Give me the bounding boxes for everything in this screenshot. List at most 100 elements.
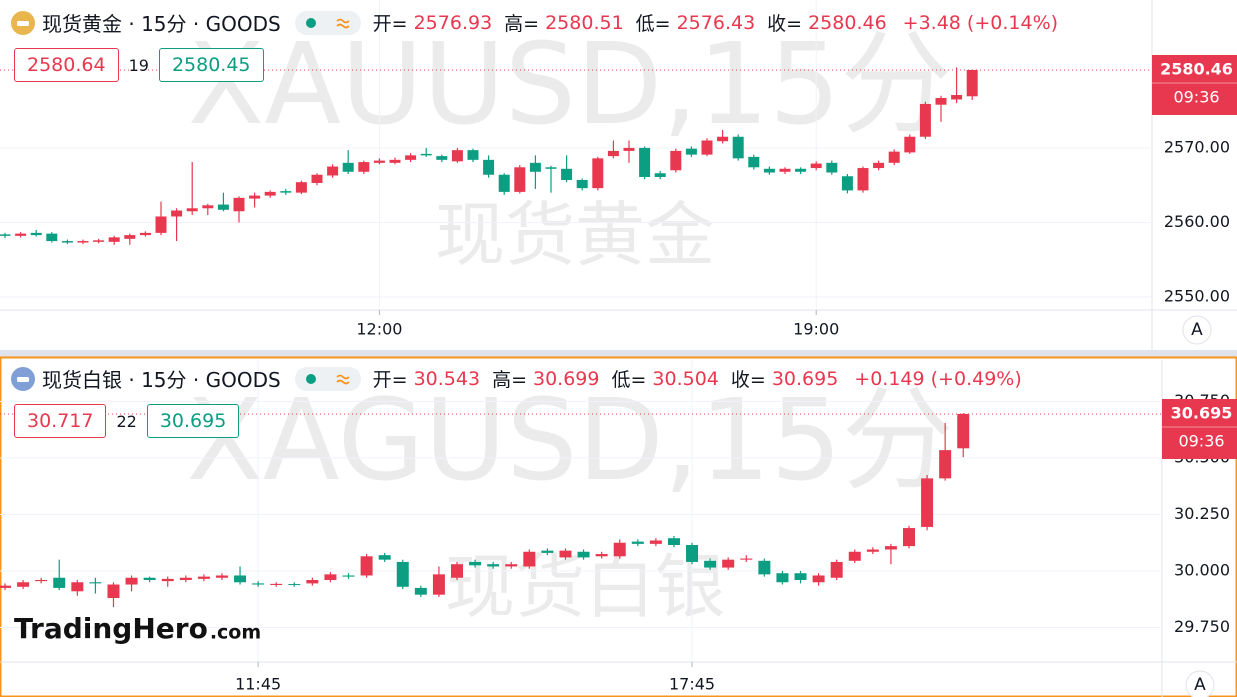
candle-body xyxy=(420,153,432,156)
last-price-label: 30.695 xyxy=(1171,403,1233,422)
candle-body xyxy=(654,173,666,177)
candle-body xyxy=(46,233,58,242)
stat-label: 开= xyxy=(372,13,408,35)
candle-body xyxy=(577,551,590,558)
legend-header: 现货黄金 · 15分 · GOODS 开= 2576.93 高= 2580.51 低= 25… xyxy=(10,8,1058,37)
stat-value: 2576.43 xyxy=(676,11,756,34)
stat-label: 高= xyxy=(492,369,527,391)
watermark-name: 现货白银 xyxy=(445,546,725,628)
buy-price[interactable]: 2580.45 xyxy=(158,48,264,82)
candle-body xyxy=(53,577,66,588)
candle-body xyxy=(921,478,934,527)
candle-body xyxy=(523,551,536,567)
candle-body xyxy=(215,575,228,578)
candle-body xyxy=(722,559,735,568)
stat-value: 30.699 xyxy=(533,367,600,390)
candle-body xyxy=(866,549,879,552)
brand-domain: .com xyxy=(210,622,261,644)
candle-body xyxy=(795,168,807,172)
candle-body xyxy=(360,556,373,576)
candle-body xyxy=(389,159,401,163)
candle-body xyxy=(613,542,626,557)
watermark-symbol: XAUUSD,15分 xyxy=(188,20,953,150)
candle-body xyxy=(748,156,760,168)
candle-body xyxy=(717,136,729,142)
symbol-icon-bar xyxy=(17,20,29,26)
candle-body xyxy=(107,584,120,599)
symbol-icon-bar xyxy=(17,376,29,382)
candle-body xyxy=(888,151,900,163)
candle-body xyxy=(139,232,151,236)
candle-body xyxy=(607,150,619,157)
symbol-title[interactable]: 现货黄金 · 15分 · GOODS xyxy=(42,12,281,36)
scale-button-label: A xyxy=(1191,320,1203,340)
status-icons xyxy=(305,17,350,28)
candle-body xyxy=(595,554,608,557)
candle-body xyxy=(155,216,167,233)
candle-body xyxy=(280,191,292,193)
candle-body xyxy=(966,69,978,97)
last-price-tag xyxy=(1152,54,1237,115)
candle-body xyxy=(306,580,319,584)
candle-body xyxy=(15,233,27,236)
candle-body xyxy=(779,168,791,172)
candle-body xyxy=(670,150,682,171)
candle-body xyxy=(432,574,445,595)
candle-body xyxy=(685,148,697,155)
sell-price[interactable]: 2580.64 xyxy=(14,48,119,82)
last-price-label: 2580.46 xyxy=(1160,59,1233,78)
candle-body xyxy=(358,162,370,172)
x-tick-label: 17:45 xyxy=(669,675,715,694)
candle-body xyxy=(505,564,518,567)
candle-body xyxy=(77,241,89,243)
candle-body xyxy=(763,168,775,173)
symbol-title[interactable]: 现货白银 · 15分 · GOODS xyxy=(42,368,281,392)
x-tick-label: 12:00 xyxy=(356,320,402,339)
candle-body xyxy=(249,195,261,199)
sell-price[interactable]: 30.717 xyxy=(14,404,107,438)
x-tick-label: 11:45 xyxy=(235,675,281,694)
stat-value: 30.504 xyxy=(652,367,719,390)
status-icons xyxy=(305,373,350,384)
candle-body xyxy=(841,176,853,191)
scale-button[interactable] xyxy=(1182,315,1212,345)
candle-body xyxy=(810,163,822,169)
candle-body xyxy=(217,204,229,210)
symbol-icon xyxy=(11,10,35,35)
market-open-dot xyxy=(305,17,316,28)
candle-body xyxy=(451,150,463,162)
candle-body xyxy=(951,95,963,100)
trade-row: 30.717 22 30.695 xyxy=(14,404,240,438)
candle-body xyxy=(35,580,48,582)
candle-body xyxy=(514,167,526,192)
stat-label: 收= xyxy=(730,369,766,391)
candle-body xyxy=(233,197,245,212)
candle-body xyxy=(732,136,744,159)
candle-body xyxy=(342,575,355,577)
candle-body xyxy=(414,587,427,595)
candle-body xyxy=(826,162,838,173)
price-change: +3.48 (+0.14%) xyxy=(902,11,1059,34)
candle-body xyxy=(487,564,500,567)
candle-body xyxy=(93,240,105,242)
candle-body xyxy=(667,538,680,545)
stat-value: 2576.93 xyxy=(413,11,493,34)
buy-price[interactable]: 30.695 xyxy=(146,404,240,438)
candle-body xyxy=(125,577,138,585)
candle-body xyxy=(0,585,11,588)
stat-value: 30.695 xyxy=(771,367,839,390)
candle-body xyxy=(919,103,931,137)
candle-body xyxy=(545,167,557,169)
candle-body xyxy=(264,191,276,196)
candle-body xyxy=(830,561,843,578)
candle-body xyxy=(171,210,183,217)
candle-body xyxy=(61,241,73,243)
candle-body xyxy=(758,560,771,575)
candle-body xyxy=(704,560,717,568)
candle-body xyxy=(124,235,136,239)
candle-body xyxy=(686,544,699,562)
scale-button[interactable] xyxy=(1185,670,1215,697)
candle-body xyxy=(396,561,409,587)
stat-label: 高= xyxy=(504,13,540,35)
